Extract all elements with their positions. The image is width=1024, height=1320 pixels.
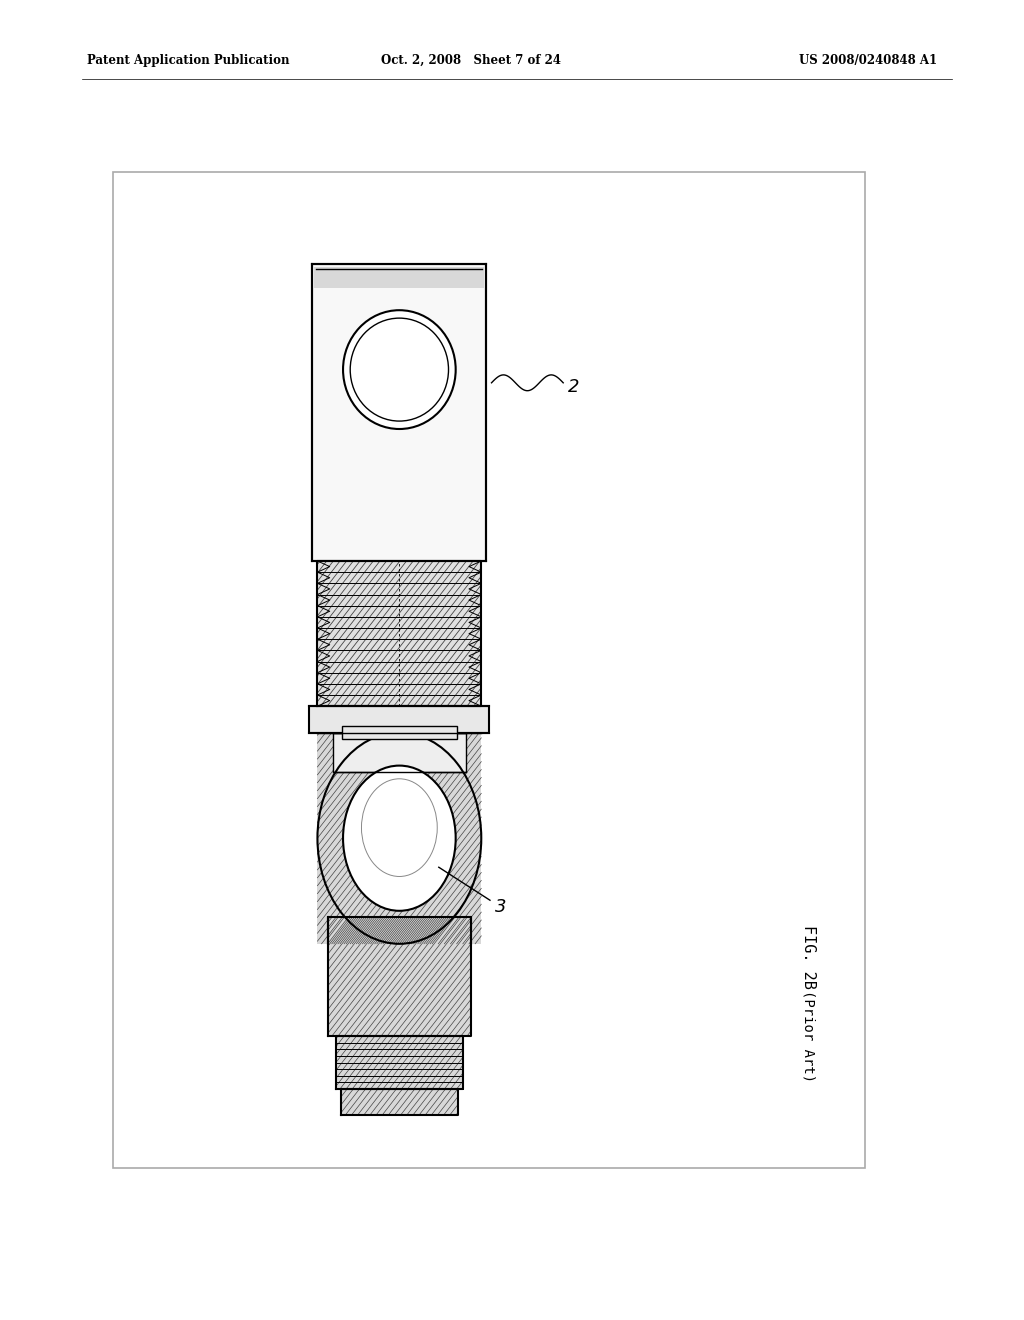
Bar <box>317 733 481 944</box>
Bar <box>328 917 471 1036</box>
Circle shape <box>343 766 456 911</box>
Bar <box>312 264 486 561</box>
Ellipse shape <box>350 318 449 421</box>
Circle shape <box>361 779 437 876</box>
Bar <box>342 726 457 739</box>
Bar <box>328 917 471 944</box>
Bar <box>341 1089 458 1115</box>
Text: Patent Application Publication: Patent Application Publication <box>87 54 290 67</box>
Bar <box>113 172 865 1168</box>
Bar <box>333 733 466 772</box>
Bar <box>314 267 484 288</box>
Bar <box>336 1036 463 1089</box>
Bar <box>309 706 489 733</box>
Text: 2: 2 <box>568 378 580 396</box>
Ellipse shape <box>343 310 456 429</box>
Text: FIG. 2B: FIG. 2B <box>802 925 816 989</box>
Text: Oct. 2, 2008   Sheet 7 of 24: Oct. 2, 2008 Sheet 7 of 24 <box>381 54 561 67</box>
Bar <box>317 561 481 706</box>
Text: US 2008/0240848 A1: US 2008/0240848 A1 <box>799 54 937 67</box>
Text: 3: 3 <box>496 898 507 916</box>
Text: (Prior Art): (Prior Art) <box>802 990 816 1082</box>
